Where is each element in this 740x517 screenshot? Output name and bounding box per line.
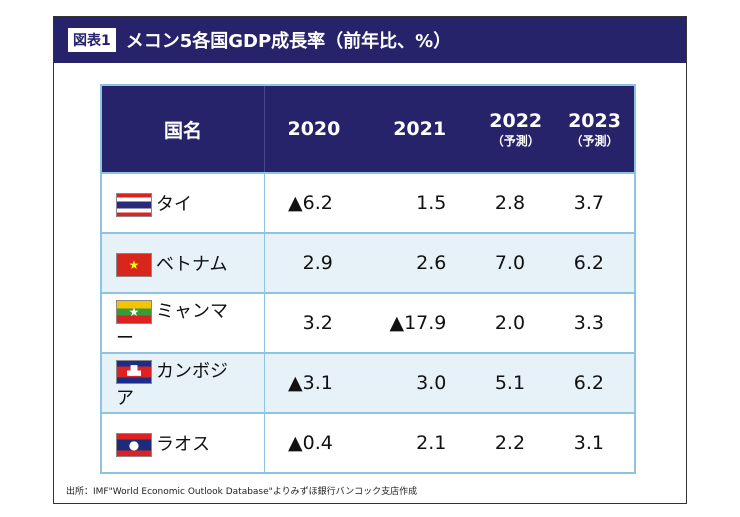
value-cell: 6.2 (555, 352, 635, 413)
value-cell: 2.6 (362, 232, 477, 293)
value-cell: 2.8 (476, 172, 556, 233)
thailand-flag (116, 192, 152, 217)
country-cell: ▟▙ カンボジア (101, 352, 265, 413)
myanmar-flag: ★ (116, 299, 152, 324)
col-header-2021: 2021 (362, 85, 477, 173)
year-label: 2023 (568, 109, 621, 132)
value-cell: 2.0 (476, 292, 556, 353)
table-row: ▟▙ カンボジア ▲3.1 3.0 5.1 6.2 (101, 352, 635, 413)
gdp-table: 国名 2020 2021 2022 （予測） 2023 （予測） タイ ▲6.2 1.5… (100, 84, 636, 474)
value-cell: 5.1 (476, 352, 556, 413)
col-header-2023: 2023 （予測） (555, 85, 635, 173)
country-name: カンボジア (116, 360, 228, 409)
table-row: ★ ミャンマー 3.2 ▲17.9 2.0 3.3 (101, 292, 635, 353)
country-name: ラオス (156, 433, 210, 455)
value-cell: 7.0 (476, 232, 556, 293)
value-cell: ▲0.4 (264, 412, 363, 473)
table-row: タイ ▲6.2 1.5 2.8 3.7 (101, 172, 635, 233)
value-cell: 3.0 (362, 352, 477, 413)
country-cell: ★ ベトナム (101, 232, 265, 293)
vietnam-flag: ★ (116, 252, 152, 277)
value-cell: 3.2 (264, 292, 363, 353)
source-note: 出所：IMF"World Economic Outlook Database"よ… (66, 487, 418, 497)
cambodia-flag: ▟▙ (116, 359, 152, 384)
forecast-label: （予測） (491, 133, 540, 148)
value-cell: ▲3.1 (264, 352, 363, 413)
laos-flag: ● (116, 432, 152, 457)
value-cell: 3.7 (555, 172, 635, 233)
figure-label: 図表1 (68, 28, 116, 52)
year-label: 2022 (489, 109, 543, 132)
country-cell: ★ ミャンマー (101, 292, 265, 353)
value-cell: 2.1 (362, 412, 477, 473)
header-row: 国名 2020 2021 2022 （予測） 2023 （予測） (101, 85, 635, 173)
value-cell: 2.2 (476, 412, 556, 473)
value-cell: ▲17.9 (362, 292, 477, 353)
forecast-label: （予測） (570, 133, 619, 148)
country-name: ベトナム (156, 253, 228, 275)
value-cell: ▲6.2 (264, 172, 363, 233)
table-row: ● ラオス ▲0.4 2.1 2.2 3.1 (101, 412, 635, 473)
value-cell: 3.1 (555, 412, 635, 473)
value-cell: 2.9 (264, 232, 363, 293)
country-name: タイ (156, 193, 192, 215)
table-row: ★ ベトナム 2.9 2.6 7.0 6.2 (101, 232, 635, 293)
country-cell: タイ (101, 172, 265, 233)
value-cell: 1.5 (362, 172, 477, 233)
title-bar: 図表1 メコン5各国GDP成長率（前年比、%） (54, 17, 686, 63)
country-cell: ● ラオス (101, 412, 265, 473)
value-cell: 6.2 (555, 232, 635, 293)
figure-frame: 図表1 メコン5各国GDP成長率（前年比、%） 国名 2020 2021 202… (53, 16, 687, 504)
col-header-country: 国名 (101, 85, 265, 173)
col-header-2022: 2022 （予測） (476, 85, 556, 173)
value-cell: 3.3 (555, 292, 635, 353)
country-name: ミャンマー (116, 300, 228, 349)
col-header-2020: 2020 (264, 85, 363, 173)
figure-title: メコン5各国GDP成長率（前年比、%） (125, 31, 452, 52)
